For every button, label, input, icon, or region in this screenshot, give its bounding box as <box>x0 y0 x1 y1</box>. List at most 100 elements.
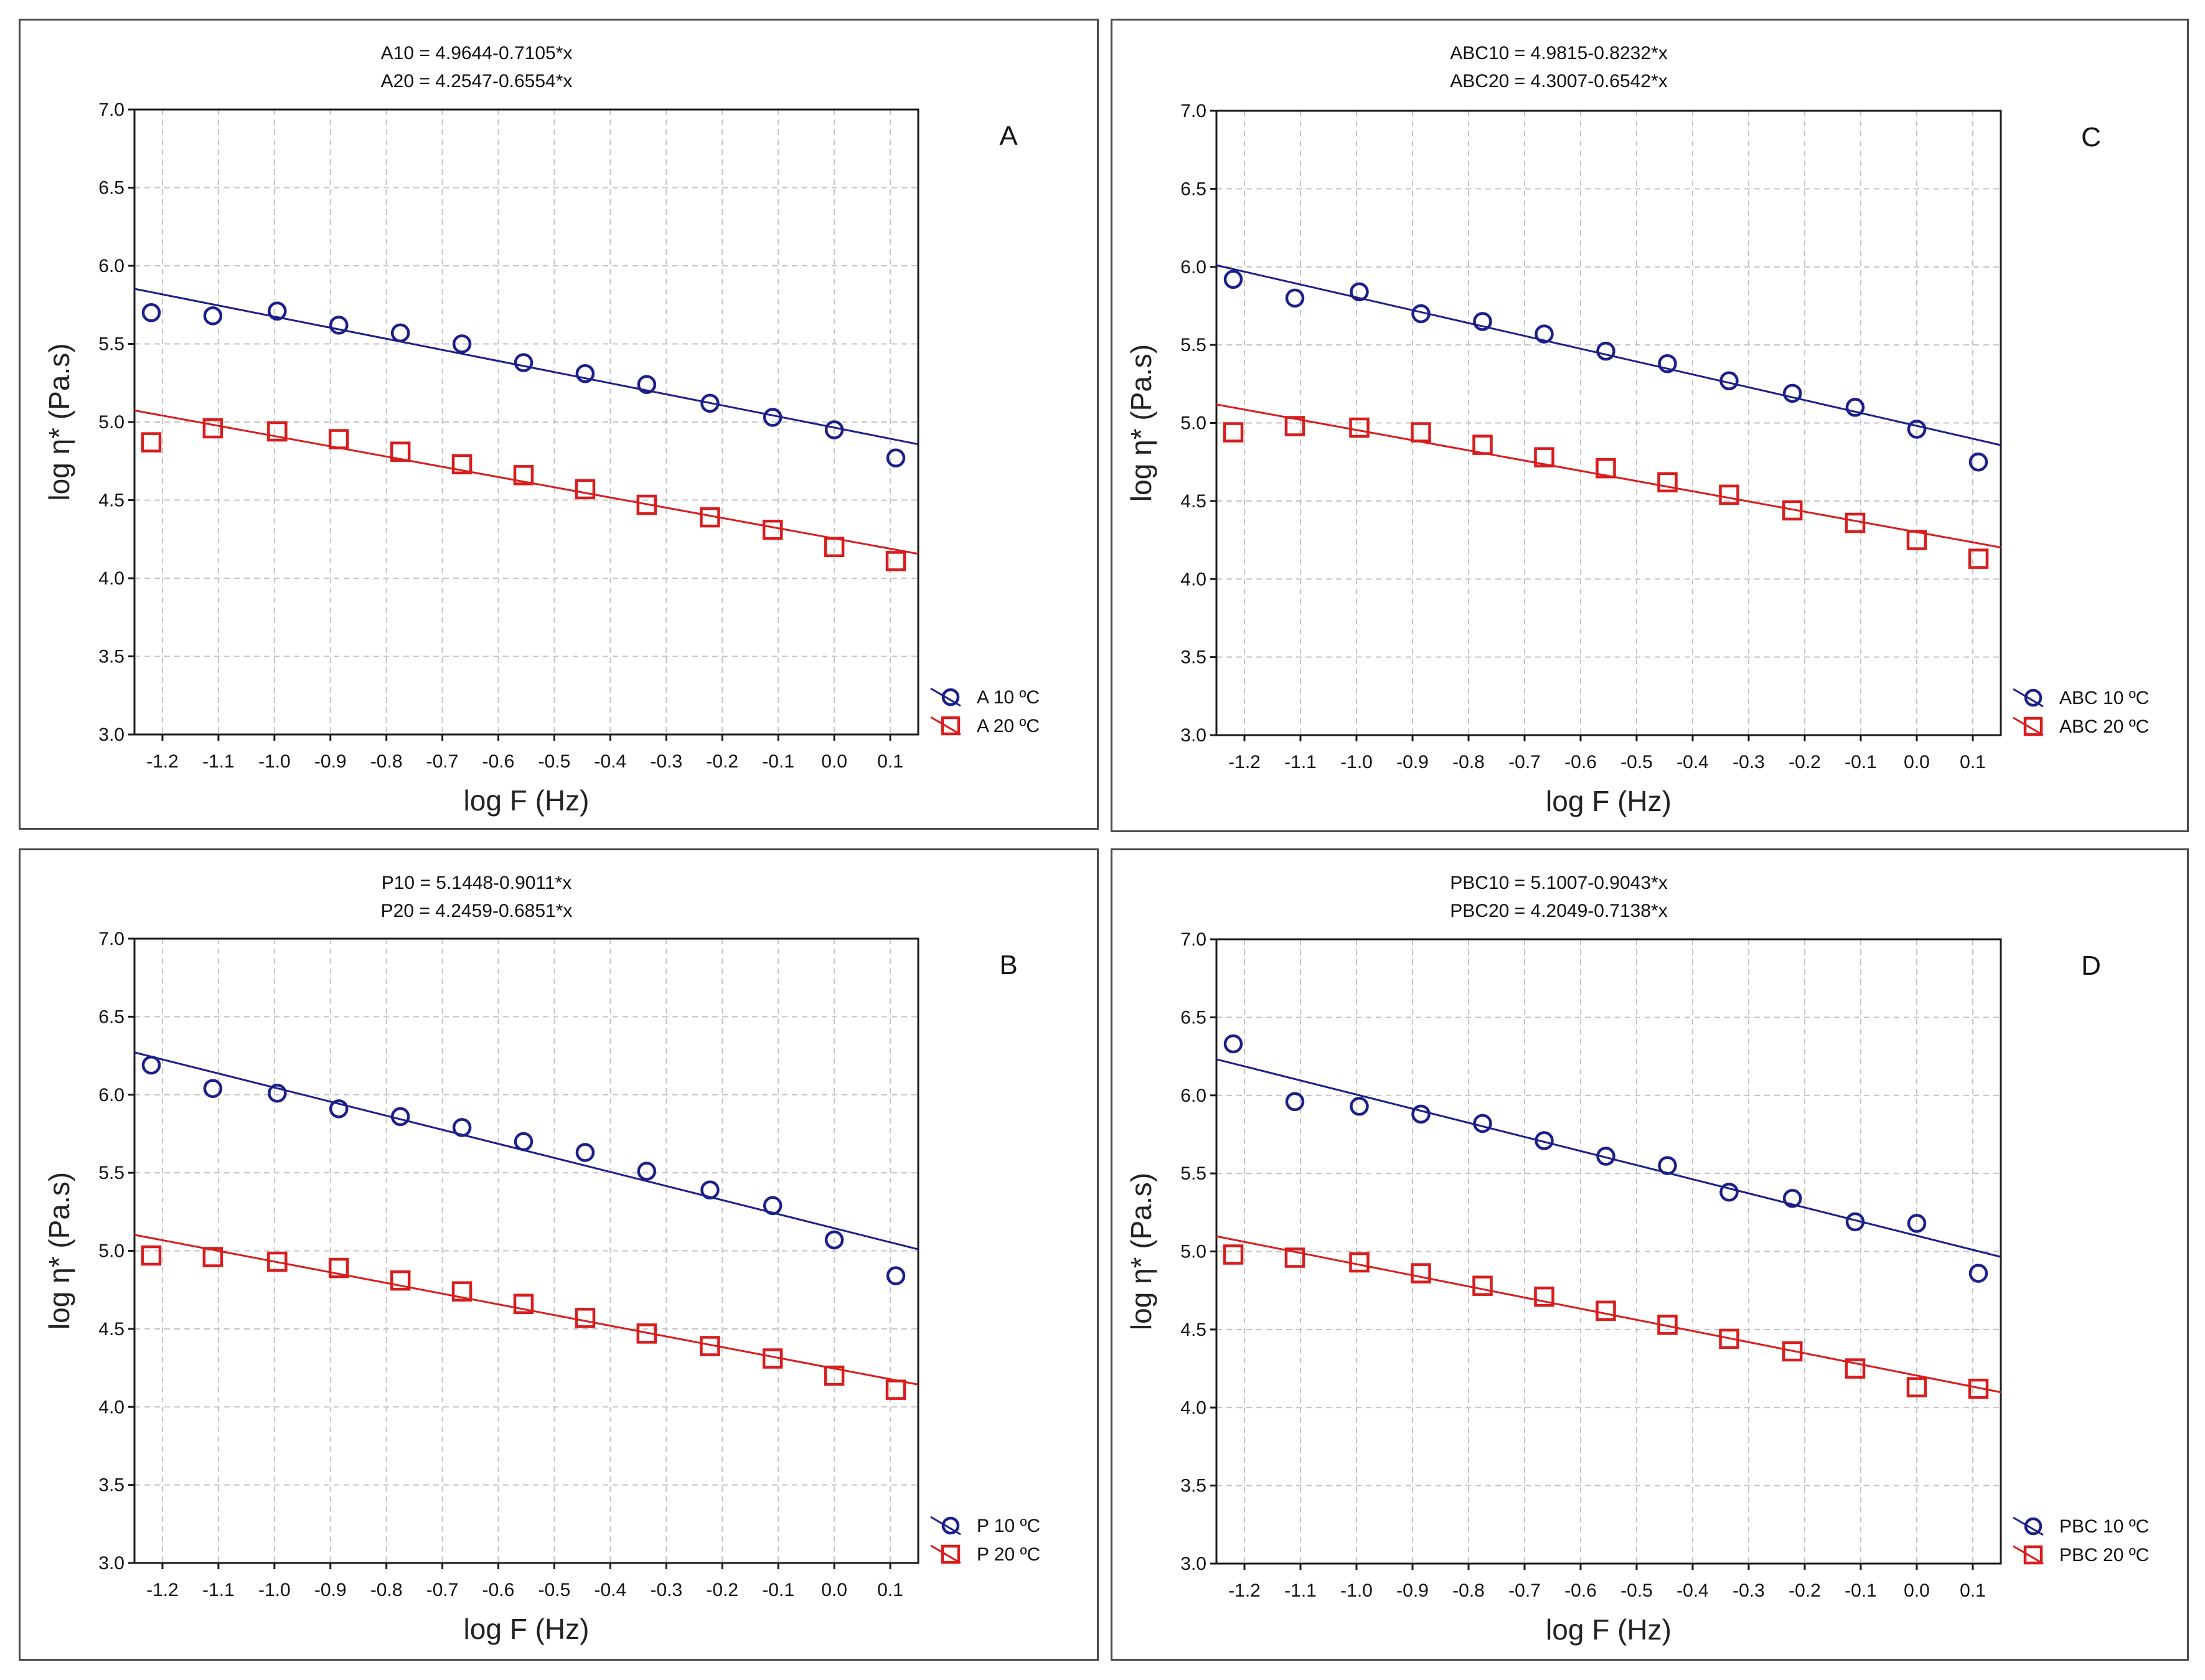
data-point-series-1 <box>1535 1131 1554 1150</box>
data-point-series-1 <box>1658 354 1677 373</box>
data-point-series-2 <box>328 429 349 449</box>
data-point-series-1 <box>1350 282 1369 302</box>
x-tick-label: -1.1 <box>1284 752 1317 772</box>
x-tick-label: -0.5 <box>538 751 571 772</box>
data-point-series-2 <box>1782 500 1803 521</box>
panel-letter: C <box>2081 122 2101 153</box>
data-point-series-1 <box>886 448 906 467</box>
data-point-series-1 <box>1845 398 1865 417</box>
x-tick-label: -0.1 <box>762 751 794 772</box>
data-point-series-1 <box>575 364 595 383</box>
fit-line-series-2 <box>1216 1235 2001 1394</box>
data-point-series-2 <box>513 465 534 486</box>
y-tick-label: 3.5 <box>98 1475 125 1496</box>
data-point-series-1 <box>452 334 472 354</box>
x-tick-label: -1.2 <box>146 751 179 772</box>
data-point-series-2 <box>885 551 906 571</box>
y-axis-label: log η* (Pa.s) <box>43 343 75 500</box>
fit-line-series-1 <box>134 288 919 446</box>
legend-marker-square <box>941 1544 961 1564</box>
y-tick-label: 4.5 <box>1180 491 1206 512</box>
y-tick-label: 6.0 <box>98 1085 125 1105</box>
data-point-series-2 <box>575 479 596 500</box>
x-tick-label: -0.8 <box>370 751 403 772</box>
data-point-series-1 <box>575 1143 595 1162</box>
chart-panel-d: PBC10 = 5.1007-0.9043*x PBC20 = 4.2049-0.… <box>1111 848 2189 1661</box>
data-point-series-2 <box>267 1251 288 1272</box>
data-point-series-2 <box>141 1245 162 1266</box>
data-point-series-1 <box>700 393 720 413</box>
data-point-series-2 <box>1782 1341 1803 1362</box>
regression-equation: A20 = 4.2547-0.6554*x <box>381 71 573 92</box>
x-tick-label: -1.1 <box>202 751 235 772</box>
y-tick-label: 7.0 <box>1180 929 1206 950</box>
x-tick-label: -0.2 <box>706 751 738 772</box>
data-point-series-2 <box>885 1379 906 1400</box>
legend-line-series-2 <box>930 1544 961 1564</box>
data-point-series-2 <box>762 519 783 540</box>
data-point-series-1 <box>268 1083 287 1103</box>
y-tick-label: 3.0 <box>1180 1554 1206 1574</box>
data-point-series-1 <box>141 1055 161 1075</box>
y-tick-label: 7.0 <box>98 100 125 120</box>
y-tick-label: 5.0 <box>98 412 125 433</box>
y-tick-label: 4.5 <box>98 490 125 511</box>
legend-marker-square <box>2023 1545 2043 1565</box>
y-axis-label: log η* (Pa.s) <box>43 1172 75 1330</box>
y-tick-label: 6.0 <box>1180 257 1206 278</box>
x-tick-label: -0.4 <box>1676 1580 1709 1601</box>
data-point-series-1 <box>1782 1188 1802 1208</box>
y-tick-label: 7.0 <box>98 929 125 949</box>
legend-marker-circle <box>941 1516 960 1535</box>
y-tick-label: 5.5 <box>98 334 125 355</box>
data-point-series-1 <box>700 1180 720 1199</box>
x-tick-label: -0.5 <box>1620 1580 1653 1601</box>
data-point-series-2 <box>1968 1378 1989 1399</box>
x-tick-label: -0.2 <box>706 1580 738 1600</box>
x-tick-label: -0.4 <box>595 751 627 772</box>
data-point-series-2 <box>513 1293 534 1315</box>
data-point-series-2 <box>1596 1300 1616 1321</box>
data-point-series-2 <box>328 1257 349 1279</box>
x-tick-label: -0.5 <box>1620 752 1653 772</box>
y-tick-label: 6.5 <box>98 178 125 199</box>
y-tick-label: 5.0 <box>1180 1242 1206 1262</box>
y-tick-label: 3.5 <box>1180 647 1206 668</box>
chart-svg-b: P10 = 5.1448-0.9011*x P20 = 4.2459-0.6851… <box>43 873 1040 1645</box>
legend-marker-square <box>941 716 961 736</box>
x-tick-label: -0.9 <box>314 751 347 772</box>
data-point-series-1 <box>1782 383 1802 403</box>
x-tick-label: -0.4 <box>1676 752 1709 772</box>
gridlines <box>134 938 918 1564</box>
y-tick-label: 4.0 <box>98 568 125 589</box>
x-axis-label: log F (Hz) <box>464 1613 590 1645</box>
x-tick-label: -0.8 <box>370 1580 403 1600</box>
legend-marker-circle <box>2024 688 2043 707</box>
x-tick-label: -0.9 <box>1396 752 1429 772</box>
fit-line-series-1 <box>1216 1058 2001 1258</box>
data-point-series-2 <box>1657 1315 1678 1335</box>
regression-equation: ABC20 = 4.3007-0.6542*x <box>1450 71 1667 92</box>
legend-label: PBC 20 ºC <box>2059 1545 2149 1565</box>
data-point-series-1 <box>824 420 844 439</box>
x-tick-label: -0.7 <box>426 1580 459 1600</box>
data-point-series-1 <box>1411 1104 1431 1124</box>
data-point-series-1 <box>1350 1097 1369 1116</box>
x-axis-label: log F (Hz) <box>464 784 590 817</box>
chart-panel-a: A10 = 4.9644-0.7105*x A20 = 4.2547-0.6554… <box>19 19 1099 830</box>
x-tick-label: -0.7 <box>1508 752 1541 772</box>
data-point-series-2 <box>1472 434 1493 455</box>
chart-svg-c: ABC10 = 4.9815-0.8232*x ABC20 = 4.3007-0.… <box>1125 43 2149 817</box>
y-tick-label: 3.5 <box>1180 1476 1206 1496</box>
data-point-series-1 <box>824 1230 844 1250</box>
data-point-series-1 <box>1473 1114 1492 1133</box>
x-axis-label: log F (Hz) <box>1546 785 1671 817</box>
data-point-series-1 <box>1473 312 1492 331</box>
data-point-series-2 <box>636 1323 657 1344</box>
chart-panel-c: ABC10 = 4.9815-0.8232*x ABC20 = 4.3007-0.… <box>1111 19 2189 832</box>
data-point-series-1 <box>1968 452 1988 472</box>
y-tick-label: 6.5 <box>1180 179 1206 199</box>
regression-equation: P20 = 4.2459-0.6851*x <box>381 901 573 921</box>
y-tick-label: 5.0 <box>98 1241 125 1262</box>
legend-marker-circle <box>2024 1517 2043 1536</box>
